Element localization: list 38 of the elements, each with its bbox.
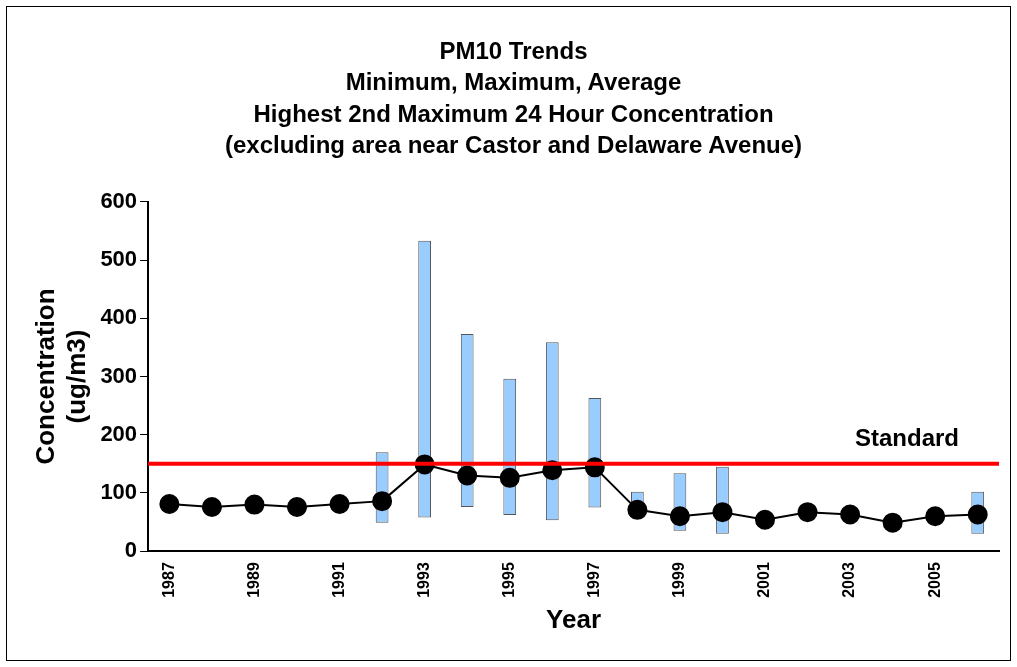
point	[159, 494, 180, 515]
point	[755, 509, 775, 530]
x-tick-label: 1999	[670, 562, 688, 598]
x-tick-label: 1997	[585, 562, 603, 598]
x-tick-label: 2005	[925, 562, 943, 598]
x-tick-label: 2001	[755, 562, 773, 598]
point	[882, 512, 903, 533]
point	[797, 502, 818, 523]
y-tick-label: 400	[100, 304, 138, 330]
chart-title: PM10 Trends Minimum, Maximum, Average Highest 2nd Maximum 24 Hour Concentration (excluding area near Castor and Delaware Avenue)	[224, 37, 803, 158]
y-tick-label: 600	[100, 187, 138, 213]
point	[712, 502, 733, 523]
y-tick-label: 100	[100, 479, 138, 505]
y-tick-label: 200	[100, 420, 138, 446]
ref-line-label: Standard	[854, 424, 959, 452]
x-tick-label: 1989	[244, 562, 262, 598]
point	[627, 499, 648, 520]
x-tick-label: 1995	[500, 562, 518, 598]
point	[201, 496, 222, 517]
point	[967, 504, 988, 525]
x-axis-title: Year	[546, 603, 602, 634]
point	[244, 494, 265, 515]
y-tick-label: 300	[100, 362, 138, 388]
point	[499, 467, 520, 488]
y-tick-label: 0	[124, 537, 138, 563]
point	[925, 506, 946, 527]
point	[287, 496, 308, 517]
point	[372, 491, 393, 512]
x-tick-label: 1993	[415, 562, 433, 598]
point	[669, 506, 690, 527]
point	[840, 504, 861, 525]
x-tick-label: 1987	[159, 562, 177, 598]
y-tick-label: 500	[100, 246, 138, 272]
point	[329, 494, 350, 515]
y-axis-title: Concentration (ug/m3)	[29, 288, 91, 465]
x-tick-label: 2003	[840, 562, 858, 598]
point	[457, 465, 478, 486]
x-tick-label: 1991	[329, 562, 347, 598]
